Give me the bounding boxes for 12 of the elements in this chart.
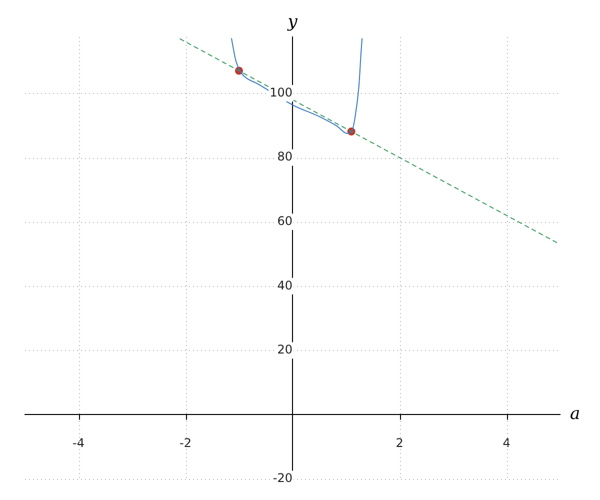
x-tick-label: -4 xyxy=(72,436,84,450)
y-tick-label: -20 xyxy=(272,471,292,486)
line-series xyxy=(231,38,363,134)
y-tick-label: 20 xyxy=(277,342,292,357)
y-tick-label: 60 xyxy=(277,214,292,228)
y-tick-label: 100 xyxy=(270,85,292,100)
x-tick-label: -2 xyxy=(180,436,192,450)
x-axis-title: a xyxy=(570,404,580,424)
y-axis-title: y xyxy=(286,12,298,32)
y-tick-label: 40 xyxy=(277,278,292,292)
y-tick-label: 80 xyxy=(277,150,292,164)
x-tick-label: 2 xyxy=(396,436,404,450)
